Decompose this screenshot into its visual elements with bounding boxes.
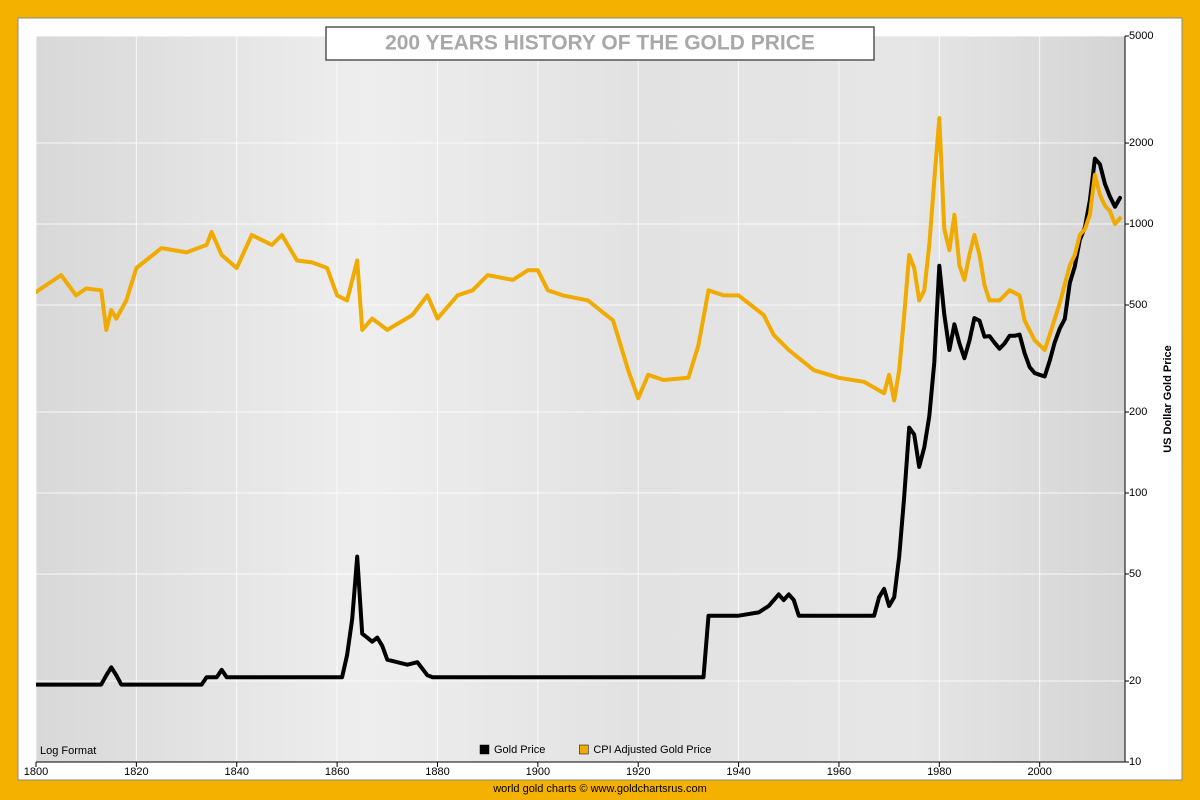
y-tick-label: 1000	[1129, 218, 1153, 230]
x-tick-label: 1860	[325, 766, 349, 778]
plot-background	[36, 36, 1125, 762]
legend-label: CPI Adjusted Gold Price	[593, 744, 711, 756]
x-tick-label: 1900	[526, 766, 550, 778]
series-line	[36, 156, 1122, 687]
title-box	[325, 26, 875, 61]
y-tick-label: 500	[1129, 299, 1147, 311]
legend-swatch	[479, 744, 490, 755]
y-tick-label: 200	[1129, 406, 1147, 418]
y-tick-label: 5000	[1129, 30, 1153, 42]
y-tick-label: 50	[1129, 568, 1141, 580]
footer: world gold charts © www.goldchartsrus.co…	[492, 783, 707, 795]
legend-swatch	[579, 744, 589, 755]
y-axis-label: US Dollar Gold Price	[1162, 345, 1174, 453]
x-tick-label: 1980	[927, 766, 951, 778]
x-tick-label: 1940	[726, 766, 750, 778]
x-tick-label: 1920	[626, 766, 650, 778]
x-tick-label: 1880	[425, 766, 449, 778]
series-line	[36, 116, 1122, 403]
x-tick-label: 1820	[124, 766, 148, 778]
legend: Gold Price CPI Adjusted Gold Price	[479, 744, 711, 756]
y-tick-label: 20	[1129, 675, 1141, 687]
x-tick-label: 2000	[1027, 766, 1051, 778]
legend-label: Gold Price	[494, 744, 545, 756]
lines	[36, 116, 1122, 687]
x-tick-label: 1960	[827, 766, 851, 778]
y-tick-label: 100	[1129, 487, 1147, 499]
chart-title: 200 YEARS HISTORY OF THE GOLD PRICE	[385, 32, 815, 55]
y-tick-label: 2000	[1129, 137, 1153, 149]
y-tick-label: 10	[1129, 756, 1141, 768]
annotation: Log Format	[40, 745, 96, 757]
x-tick-label: 1800	[24, 766, 48, 778]
x-tick-label: 1840	[224, 766, 248, 778]
